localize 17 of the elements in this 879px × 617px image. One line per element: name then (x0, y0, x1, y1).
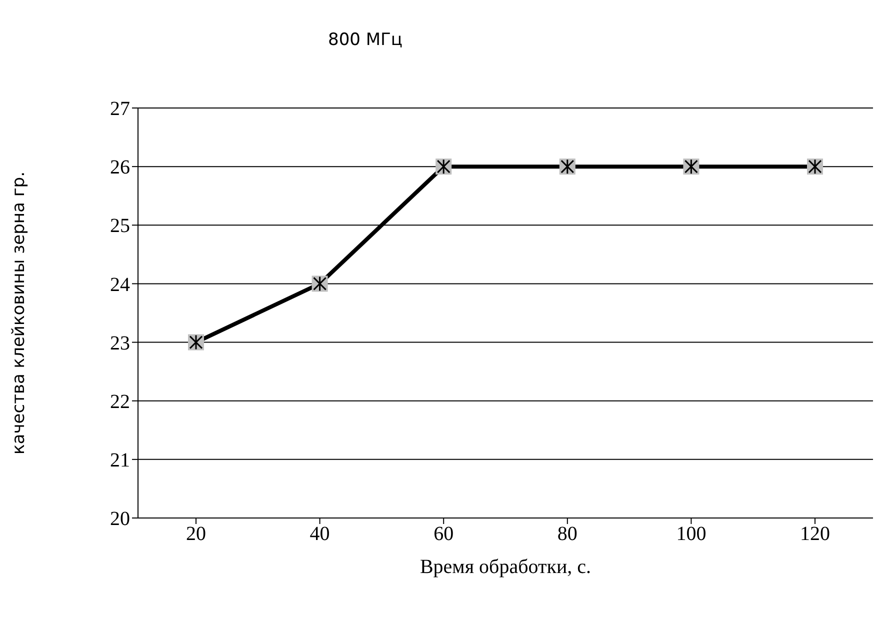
y-tick-label: 24 (110, 274, 130, 296)
x-tick-label: 100 (676, 523, 706, 546)
x-tick-label: 80 (557, 523, 578, 546)
x-axis-title: Время обработки, с. (420, 556, 592, 578)
y-axis-title: качества клейковины зерна гр. (9, 172, 30, 454)
y-tick-label: 25 (110, 215, 130, 238)
x-tick-label: 60 (434, 523, 454, 546)
y-tick-label: 23 (110, 332, 130, 354)
x-tick-label: 120 (800, 523, 830, 546)
y-tick-label: 27 (110, 98, 130, 120)
x-tick-label: 20 (186, 523, 206, 546)
y-tick-label: 20 (110, 508, 130, 530)
y-tick-label: 22 (110, 390, 130, 413)
y-tick-label: 21 (110, 450, 130, 472)
x-tick-label: 40 (310, 523, 330, 546)
chart-title: 800 МГц (328, 30, 402, 50)
y-tick-label: 26 (110, 156, 130, 179)
